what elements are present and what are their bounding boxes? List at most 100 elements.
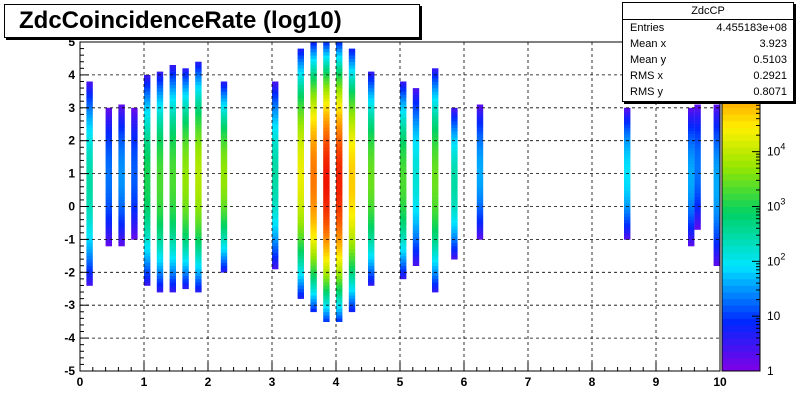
heatmap-cell <box>156 160 164 164</box>
heatmap-cell <box>688 121 695 125</box>
heatmap-cell <box>144 88 151 92</box>
heatmap-cell <box>336 209 343 214</box>
heatmap-cell <box>182 101 189 105</box>
heatmap-cell <box>297 186 304 191</box>
heatmap-cell <box>451 236 458 240</box>
heatmap-cell <box>220 186 228 191</box>
heatmap-cell <box>451 170 458 174</box>
heatmap-cell <box>182 127 189 132</box>
heatmap-cell <box>297 285 304 290</box>
heatmap-cell <box>694 157 701 161</box>
heatmap-cell <box>195 153 202 158</box>
heatmap-cell <box>694 183 701 188</box>
heatmap-cell <box>144 193 151 197</box>
heatmap-cell <box>713 226 720 230</box>
heatmap-cell <box>400 269 407 273</box>
heatmap-cell <box>368 196 375 201</box>
heatmap-cell <box>323 288 330 293</box>
x-tick-label: 7 <box>525 375 532 389</box>
heatmap-cell <box>195 206 202 211</box>
heatmap-cell <box>195 209 202 214</box>
heatmap-cell <box>432 160 439 164</box>
heatmap-cell <box>368 78 375 82</box>
heatmap-cell <box>400 203 407 207</box>
heatmap-cell <box>156 213 164 217</box>
heatmap-cell <box>688 150 695 155</box>
heatmap-cell <box>336 295 343 299</box>
heatmap-cell <box>220 150 228 155</box>
heatmap-cell <box>118 242 125 247</box>
heatmap-cell <box>713 206 720 211</box>
heatmap-cell <box>694 134 701 138</box>
color-bar-segment <box>722 226 760 234</box>
heatmap-cell <box>297 71 304 76</box>
heatmap-cell <box>220 94 228 99</box>
heatmap-cell <box>476 216 484 220</box>
heatmap-cell <box>156 239 164 243</box>
heatmap-cell <box>688 153 695 158</box>
heatmap-cell <box>348 176 356 181</box>
heatmap-cell <box>323 239 330 243</box>
heatmap-cell <box>348 157 356 161</box>
heatmap-cell <box>336 199 343 204</box>
heatmap-cell <box>688 232 695 237</box>
heatmap-cell <box>156 167 164 171</box>
heatmap-cell <box>182 190 189 194</box>
heatmap-cell <box>105 196 112 201</box>
heatmap-cell <box>323 101 330 105</box>
heatmap-cell <box>105 173 112 178</box>
chart-title: ZdcCoincidenceRate (log10) <box>19 7 342 34</box>
heatmap-cell <box>694 121 701 125</box>
heatmap-cell <box>156 255 164 260</box>
heatmap-cell <box>432 262 439 266</box>
heatmap-cell <box>86 150 93 155</box>
heatmap-cell <box>169 124 176 128</box>
heatmap-cell <box>336 229 343 234</box>
heatmap-cell <box>195 282 202 286</box>
heatmap-cell <box>432 78 439 82</box>
heatmap-cell <box>348 229 356 234</box>
heatmap-cell <box>118 239 125 243</box>
heatmap-cell <box>169 114 176 118</box>
heatmap-cell <box>310 262 317 266</box>
heatmap-cell <box>156 157 164 161</box>
heatmap-cell <box>310 259 317 263</box>
heatmap-cell <box>336 183 343 188</box>
heatmap-cell <box>713 213 720 217</box>
heatmap-cell <box>323 252 330 257</box>
heatmap-cell <box>297 278 304 283</box>
heatmap-cell <box>272 186 279 191</box>
heatmap-cell <box>432 167 439 171</box>
heatmap-cell <box>86 222 93 227</box>
heatmap-cell <box>156 94 164 99</box>
heatmap-cell <box>195 137 202 141</box>
heatmap-cell <box>348 222 356 227</box>
heatmap-cell <box>169 84 176 89</box>
heatmap-cell <box>323 173 330 178</box>
heatmap-cell <box>297 229 304 234</box>
heatmap-cell <box>310 222 317 227</box>
heatmap-cell <box>118 190 125 194</box>
heatmap-cell <box>368 203 375 207</box>
heatmap-cell <box>323 163 330 168</box>
heatmap-cell <box>297 114 304 118</box>
heatmap-cell <box>400 219 407 224</box>
heatmap-cell <box>297 111 304 115</box>
heatmap-cell <box>169 167 176 171</box>
heatmap-cell <box>451 213 458 217</box>
heatmap-cell <box>105 160 112 164</box>
heatmap-cell <box>182 111 189 115</box>
heatmap-cell <box>310 308 317 313</box>
heatmap-cell <box>323 130 330 135</box>
heatmap-cell <box>195 68 202 72</box>
heatmap-cell <box>156 196 164 201</box>
heatmap-cell <box>323 42 330 46</box>
heatmap-cell <box>368 134 375 138</box>
heatmap-cell <box>310 292 317 296</box>
heatmap-cell <box>131 203 138 207</box>
heatmap-cell <box>323 246 330 250</box>
heatmap-cell <box>144 173 151 178</box>
heatmap-cell <box>220 246 228 250</box>
heatmap-cell <box>336 65 343 69</box>
heatmap-cell <box>400 226 407 230</box>
